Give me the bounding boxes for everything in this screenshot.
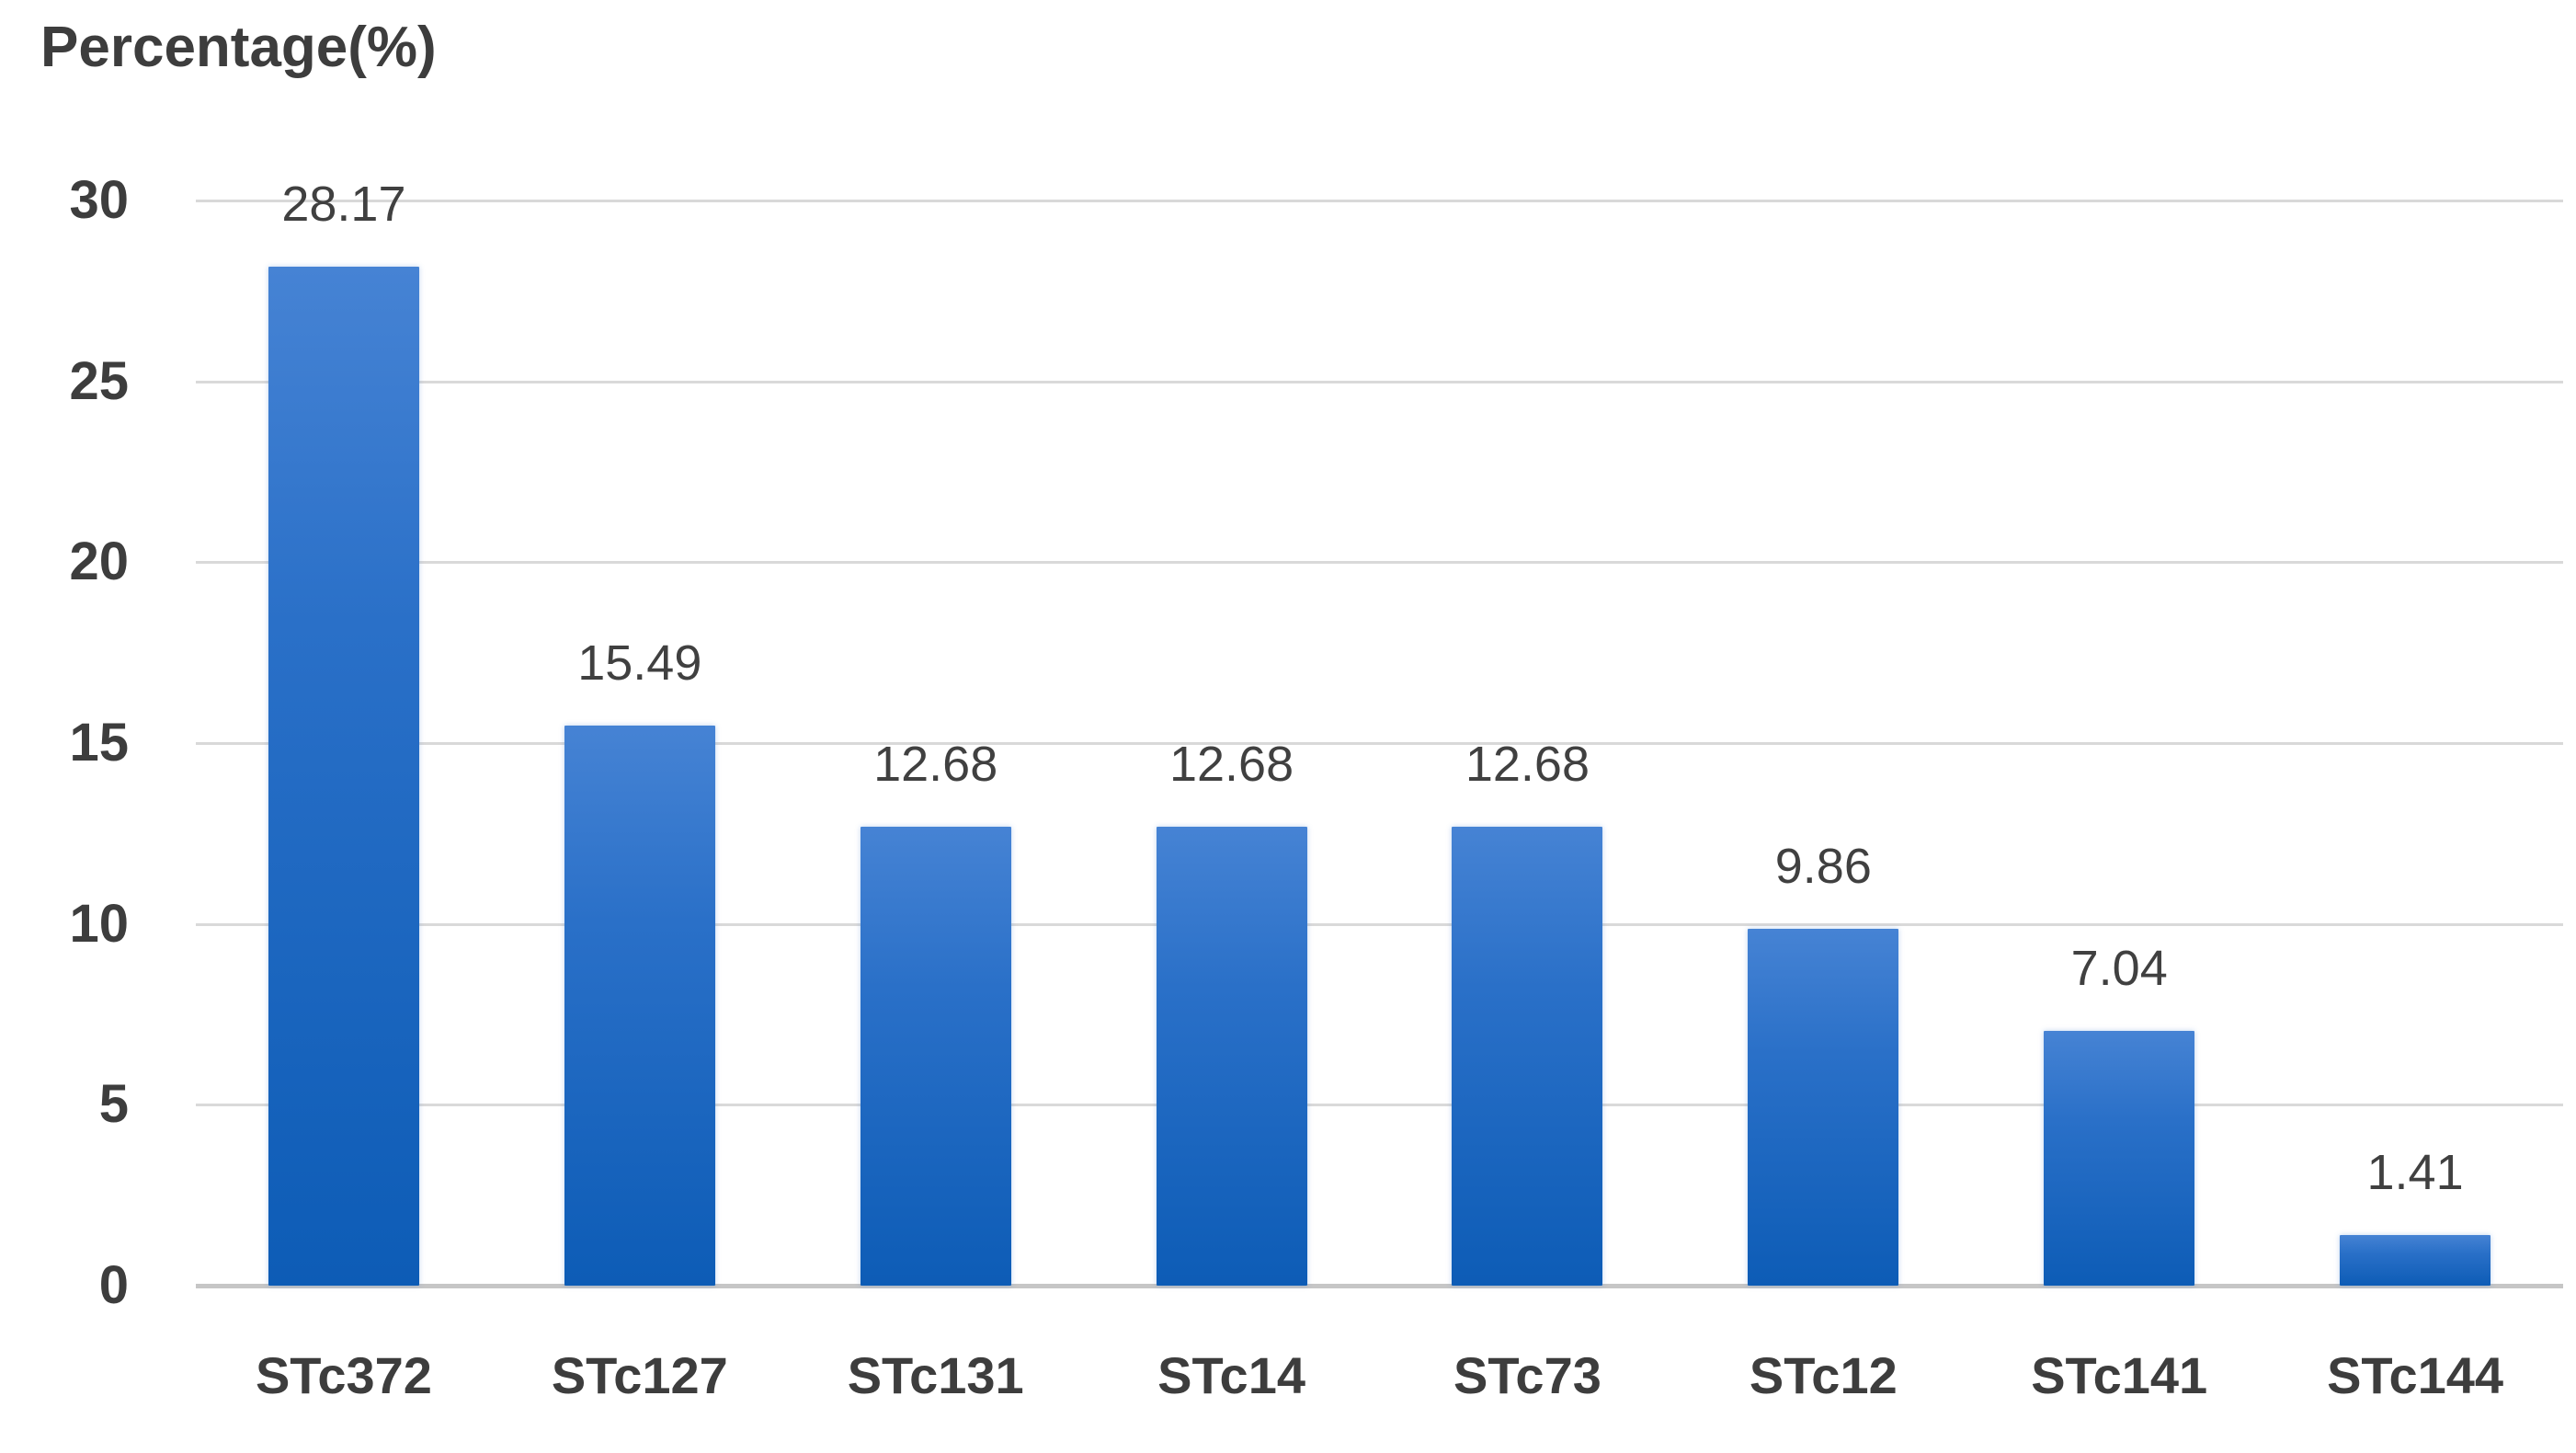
value-label-STc127: 15.49 xyxy=(577,635,702,691)
gridline-20 xyxy=(196,561,2563,565)
x-axis-line xyxy=(196,1284,2563,1288)
y-tick-label-15: 15 xyxy=(69,713,129,772)
y-tick-label-30: 30 xyxy=(69,170,129,230)
x-category-label-STc14: STc14 xyxy=(1157,1346,1305,1404)
value-label-STc12: 9.86 xyxy=(1774,839,1872,895)
value-label-STc73: 12.68 xyxy=(1465,737,1590,793)
x-category-label-STc141: STc141 xyxy=(2031,1346,2208,1404)
bar-STc141 xyxy=(2044,1031,2195,1286)
x-category-label-STc131: STc131 xyxy=(847,1346,1024,1404)
value-label-STc141: 7.04 xyxy=(2070,941,2168,997)
x-category-label-STc12: STc12 xyxy=(1749,1346,1898,1404)
bar-STc131 xyxy=(860,827,1011,1286)
x-category-label-STc127: STc127 xyxy=(551,1346,728,1404)
bar-STc372 xyxy=(268,266,419,1286)
y-tick-label-5: 5 xyxy=(98,1074,129,1135)
y-tick-label-25: 25 xyxy=(69,350,129,411)
bar-STc144 xyxy=(2340,1234,2491,1286)
chart-title: Percentage(%) xyxy=(40,16,437,79)
bar-STc14 xyxy=(1156,827,1307,1286)
y-tick-label-0: 0 xyxy=(98,1255,129,1315)
y-tick-label-10: 10 xyxy=(69,893,129,954)
bar-STc127 xyxy=(564,725,715,1286)
x-category-label-STc144: STc144 xyxy=(2327,1346,2504,1404)
x-category-label-STc73: STc73 xyxy=(1453,1346,1601,1404)
value-label-STc14: 12.68 xyxy=(1168,737,1294,793)
gridline-5 xyxy=(196,1104,2563,1107)
gridline-25 xyxy=(196,380,2563,383)
y-tick-label-20: 20 xyxy=(69,532,129,592)
gridline-15 xyxy=(196,742,2563,745)
value-label-STc372: 28.17 xyxy=(281,176,406,232)
value-label-STc144: 1.41 xyxy=(2366,1144,2464,1200)
bar-STc12 xyxy=(1748,929,1899,1286)
value-label-STc131: 12.68 xyxy=(873,737,998,793)
gridline-30 xyxy=(196,200,2563,202)
gridline-10 xyxy=(196,922,2563,926)
bar-STc73 xyxy=(1452,827,1603,1286)
x-category-label-STc372: STc372 xyxy=(255,1346,432,1404)
